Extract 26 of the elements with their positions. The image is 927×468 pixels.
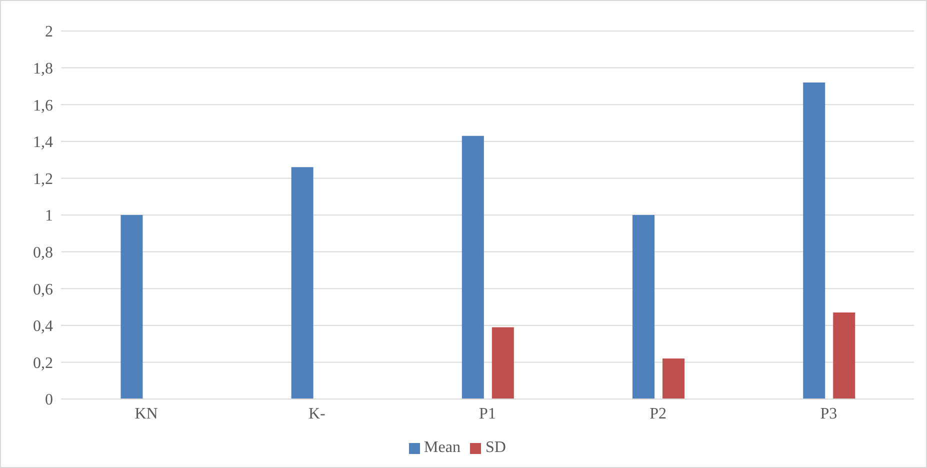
x-tick-label: P2 <box>650 405 667 422</box>
legend-label: Mean <box>424 439 460 456</box>
x-tick-label: K- <box>308 405 326 422</box>
x-tick-label: KN <box>134 405 158 422</box>
bar <box>833 312 856 399</box>
y-tick-label: 0,6 <box>33 281 53 298</box>
legend-label: SD <box>485 439 506 456</box>
y-tick-label: 1 <box>45 208 53 225</box>
bar <box>662 358 685 399</box>
y-tick-label: 1,2 <box>33 170 53 188</box>
y-tick-label: 0,8 <box>33 244 53 262</box>
y-tick-label: 1,4 <box>33 134 53 152</box>
bar <box>120 215 143 399</box>
bar <box>291 167 314 399</box>
x-tick-label: P1 <box>479 405 496 422</box>
y-tick-label: 1,6 <box>33 97 53 114</box>
y-tick-label: 2 <box>45 24 53 41</box>
bar <box>632 215 655 399</box>
bar <box>462 136 484 399</box>
y-tick-label: 0 <box>45 392 53 409</box>
x-tick-label: P3 <box>820 405 838 422</box>
y-tick-label: 0,4 <box>33 318 53 336</box>
bar <box>492 327 514 399</box>
y-tick-label: 1,8 <box>33 60 53 78</box>
y-tick-label: 0,2 <box>33 354 53 372</box>
bar <box>803 82 826 399</box>
